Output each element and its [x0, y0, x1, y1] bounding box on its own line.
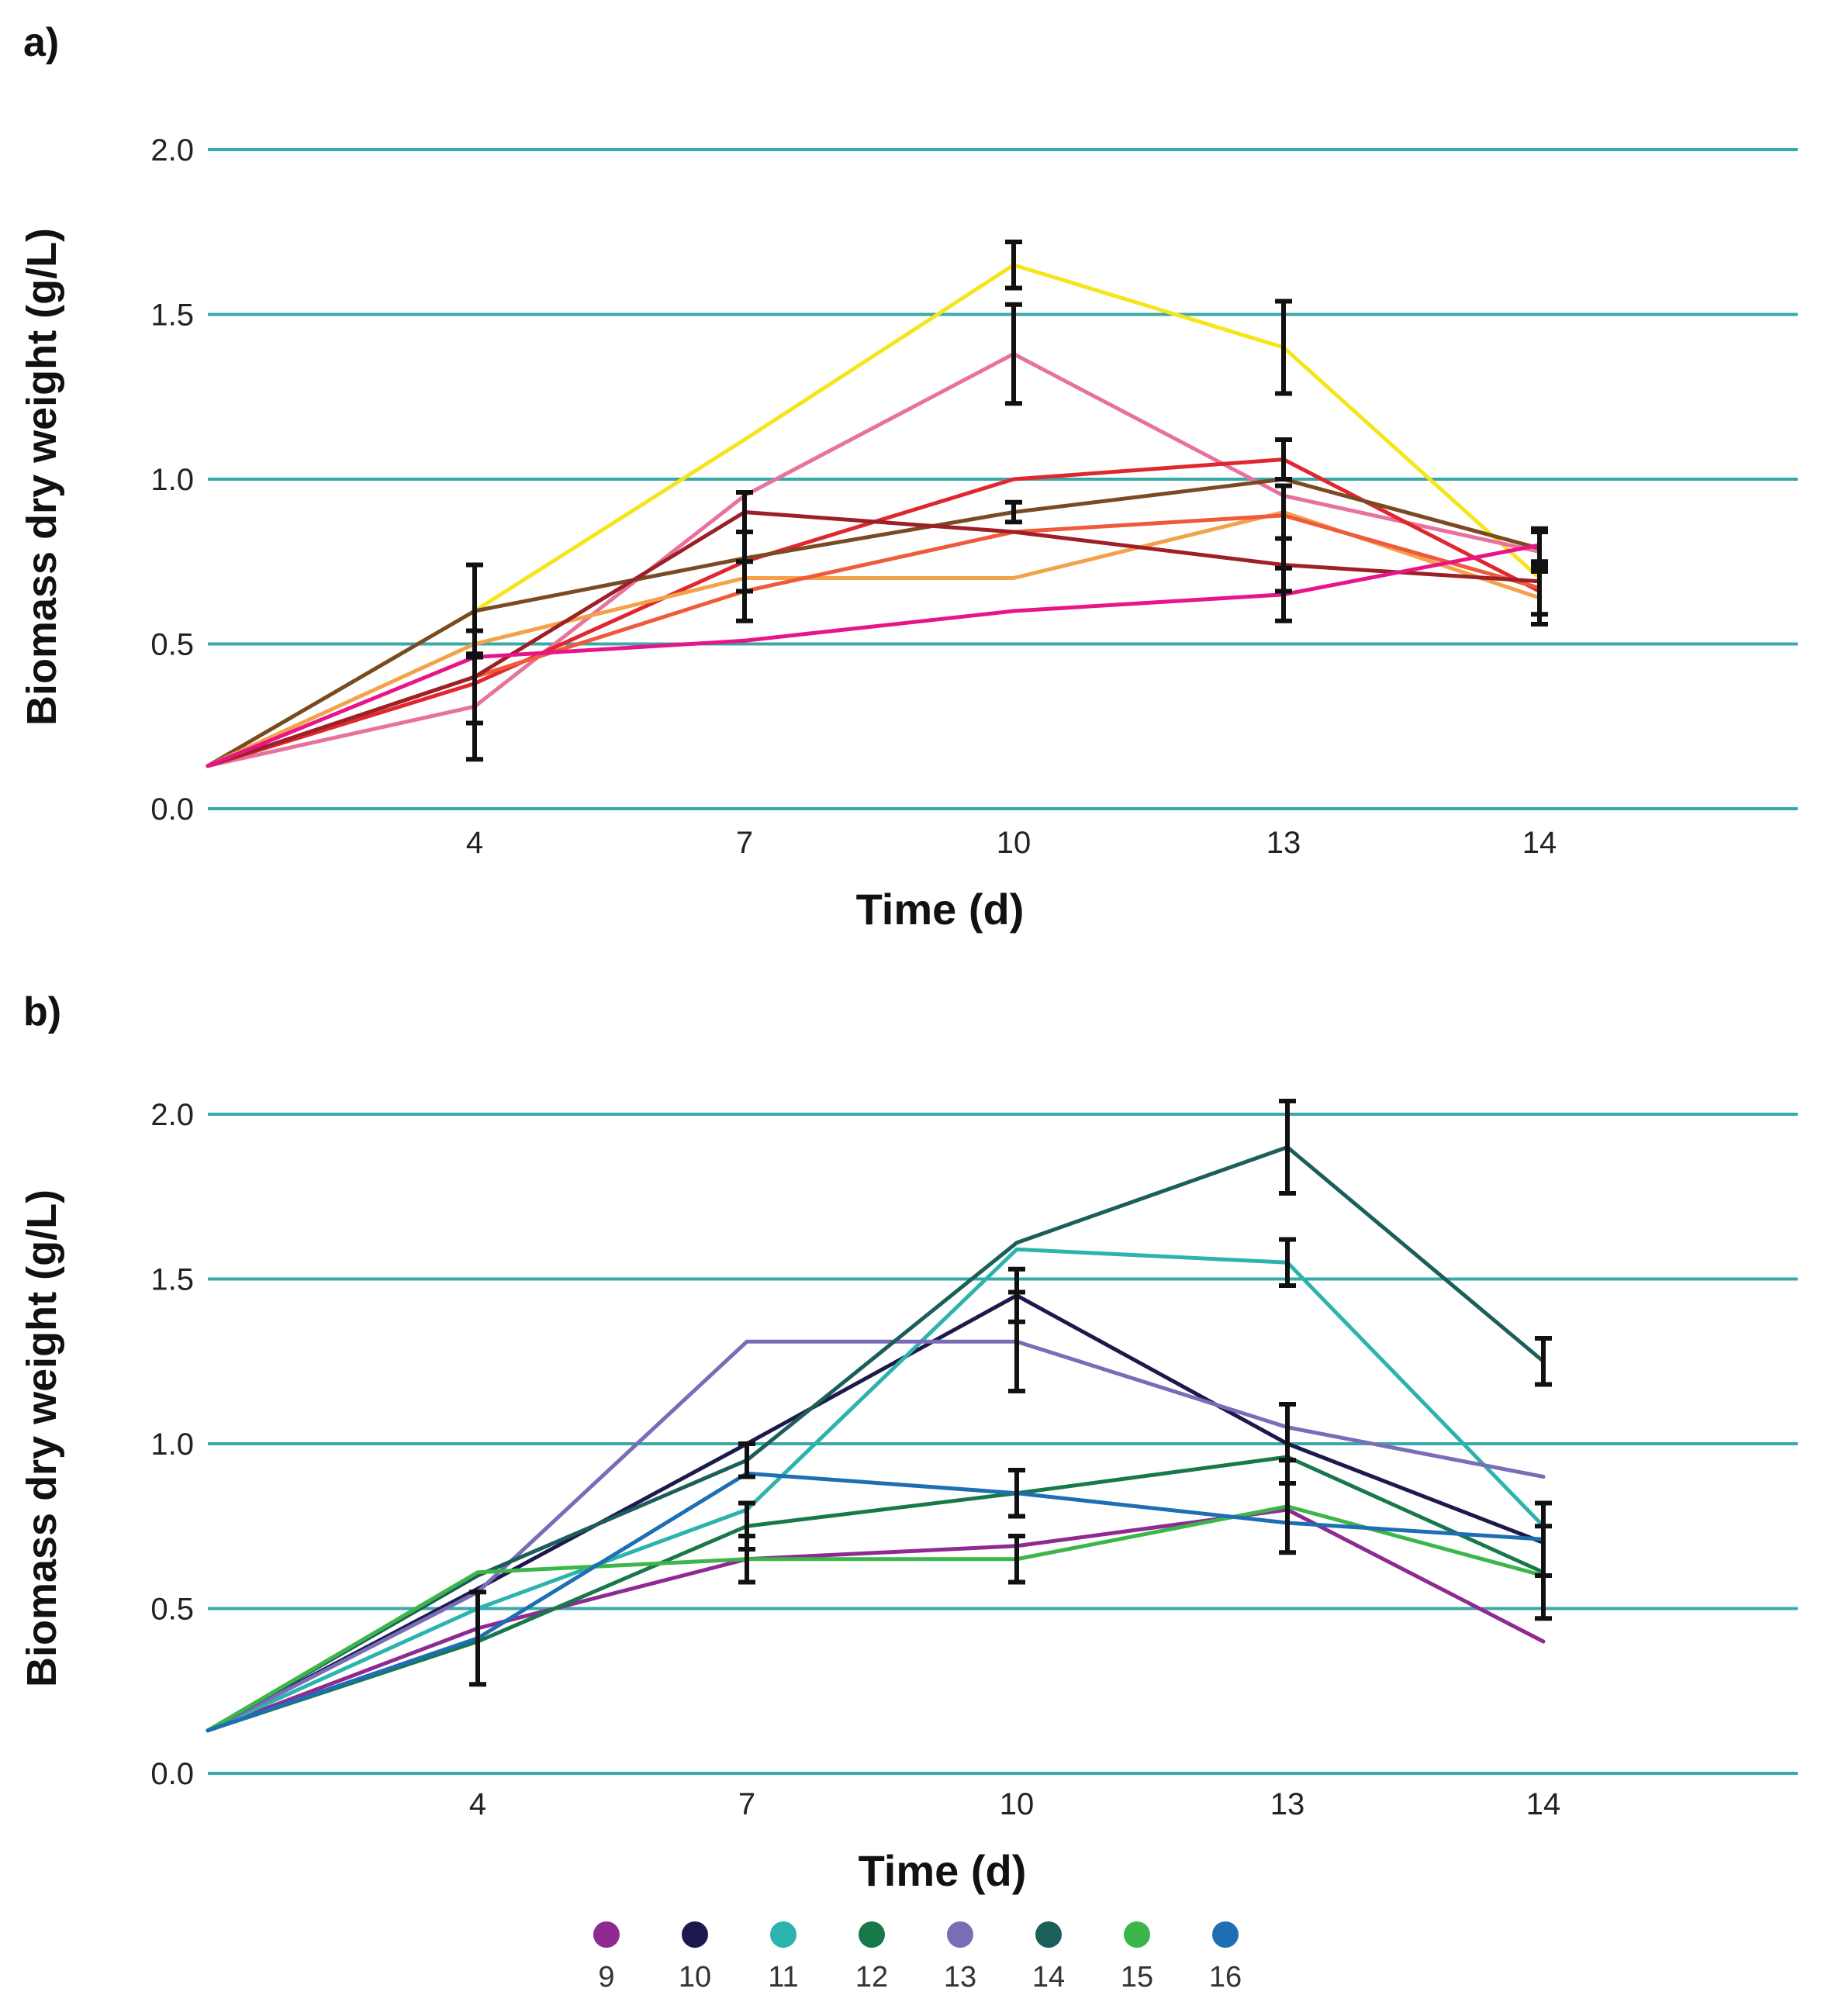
y-tick-label: 1.0	[150, 1427, 194, 1462]
series-line-8	[206, 543, 1542, 768]
error-bar	[1008, 1468, 1025, 1519]
legend-swatch-16	[1212, 1921, 1239, 1948]
x-tick-label: 7	[736, 826, 753, 860]
error-bar	[1279, 1237, 1296, 1288]
error-bar	[1531, 526, 1548, 564]
error-bar	[1275, 565, 1292, 623]
series-line-11	[206, 1247, 1546, 1733]
legend-label-16: 16	[1209, 1961, 1242, 1994]
series-line-7	[206, 510, 1542, 768]
legend-swatch-11	[770, 1921, 796, 1948]
panel-a-label: a)	[23, 20, 59, 65]
series-line-5	[206, 510, 1542, 768]
legend-swatch-15	[1124, 1921, 1150, 1948]
error-bar	[1279, 1458, 1296, 1555]
legend-swatch-10	[682, 1921, 708, 1948]
error-bar	[1275, 437, 1292, 482]
y-tick-label: 0.5	[150, 628, 194, 662]
series-line-2	[206, 352, 1542, 768]
error-bar	[736, 559, 753, 623]
error-bar	[1279, 1099, 1296, 1196]
x-tick-label: 14	[1526, 1787, 1561, 1821]
error-bar	[469, 1590, 486, 1687]
y-tick-label: 0.0	[150, 792, 194, 827]
x-tick-label: 10	[997, 826, 1031, 860]
series-line-10	[206, 1293, 1546, 1733]
error-bar	[466, 628, 483, 726]
x-tick-label: 13	[1266, 826, 1301, 860]
y-tick-label: 1.5	[150, 299, 194, 333]
x-tick-label: 7	[738, 1787, 755, 1821]
legend-swatch-14	[1035, 1921, 1062, 1948]
series-line-12	[206, 1455, 1546, 1733]
legend-swatch-12	[859, 1921, 885, 1948]
panel-a-x-axis-label: Time (d)	[856, 885, 1025, 934]
legend-label-9: 9	[598, 1961, 614, 1994]
y-tick-label: 2.0	[150, 1098, 194, 1132]
x-tick-label: 4	[466, 826, 483, 860]
error-bar	[736, 490, 753, 534]
legend-label-15: 15	[1121, 1961, 1153, 1994]
error-bar	[1275, 299, 1292, 396]
error-bar	[1005, 302, 1022, 406]
y-tick-label: 0.0	[150, 1757, 194, 1791]
series-line-13	[206, 1339, 1546, 1733]
error-bar	[1535, 1500, 1552, 1578]
legend-label-13: 13	[944, 1961, 976, 1994]
legend-swatch-9	[593, 1921, 620, 1948]
y-tick-label: 1.5	[150, 1263, 194, 1297]
x-tick-label: 4	[469, 1787, 486, 1821]
panel-a-chart: a) Time (d) Biomass dry weight (g/L) 0.0…	[19, 20, 1798, 934]
series-line-6	[206, 513, 1542, 768]
legend: 9 10 11 12 13 14 15 16	[593, 1921, 1242, 1994]
error-bar	[1535, 1336, 1552, 1387]
panel-b-x-axis-label: Time (d)	[859, 1846, 1027, 1895]
error-bar	[738, 1441, 755, 1479]
series-line-16	[206, 1471, 1546, 1733]
panel-a-y-axis-label: Biomass dry weight (g/L)	[19, 228, 65, 726]
series-line-14	[206, 1145, 1546, 1733]
error-bar	[1008, 1289, 1025, 1393]
error-bar	[1531, 569, 1548, 627]
series-line-9	[206, 1507, 1546, 1733]
error-bar	[1005, 499, 1022, 525]
y-tick-label: 2.0	[150, 133, 194, 167]
legend-label-14: 14	[1032, 1961, 1065, 1994]
legend-label-10: 10	[679, 1961, 711, 1994]
error-bar	[738, 1534, 755, 1585]
panel-b-chart: b) Time (d) Biomass dry weight (g/L) 0.0…	[19, 989, 1798, 1994]
panel-b-y-axis-label: Biomass dry weight (g/L)	[19, 1189, 65, 1687]
x-tick-label: 14	[1522, 826, 1557, 860]
x-tick-label: 13	[1270, 1787, 1305, 1821]
legend-swatch-13	[947, 1921, 973, 1948]
y-tick-label: 0.5	[150, 1593, 194, 1627]
panel-b-label: b)	[23, 989, 61, 1034]
error-bar	[1008, 1534, 1025, 1585]
error-bar	[1005, 240, 1022, 291]
legend-label-12: 12	[855, 1961, 888, 1994]
y-tick-label: 1.0	[150, 463, 194, 497]
series-line-15	[206, 1504, 1546, 1733]
legend-label-11: 11	[768, 1961, 798, 1994]
series-line-4	[206, 477, 1542, 768]
series-line-1	[206, 263, 1542, 768]
x-tick-label: 10	[1000, 1787, 1035, 1821]
